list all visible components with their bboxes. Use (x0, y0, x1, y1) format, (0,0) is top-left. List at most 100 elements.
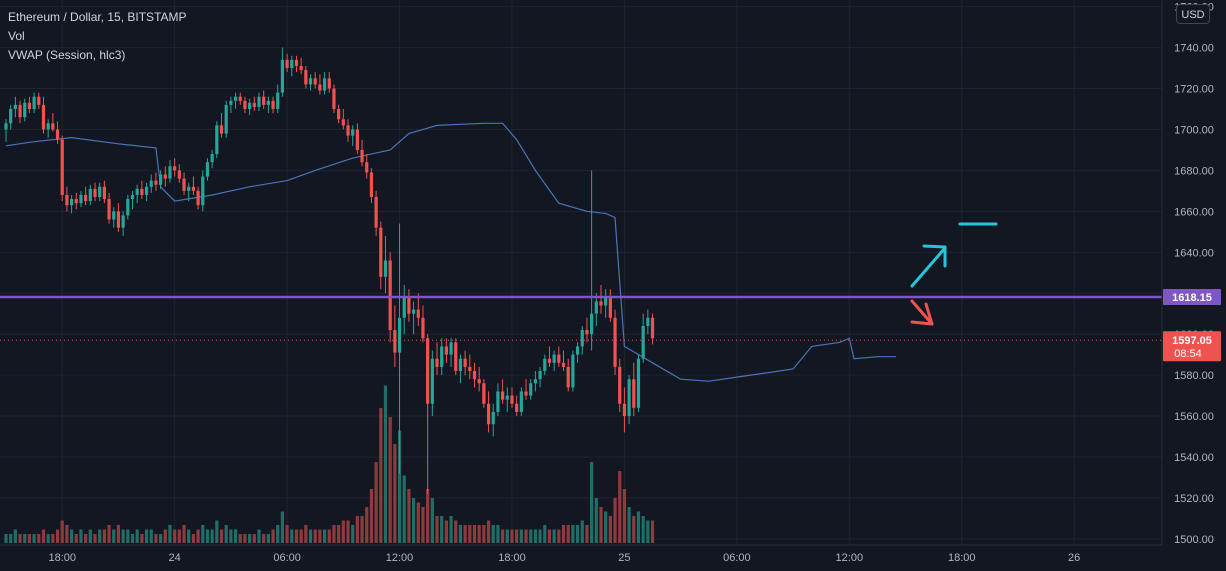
down-arrow-shaft (910, 299, 934, 326)
candle-body (144, 186, 149, 195)
volume-bar (430, 498, 434, 543)
candle-body (88, 188, 92, 202)
candle-body (13, 104, 17, 109)
candle-body (632, 379, 636, 408)
time-tick-label: 12:00 (386, 552, 414, 564)
volume-bar (458, 525, 463, 543)
candle-body (182, 178, 186, 191)
volume-bar (360, 516, 364, 543)
volume-bar (383, 385, 388, 543)
candle-body (252, 102, 256, 107)
candle-body (205, 162, 210, 177)
volume-bar (173, 529, 177, 543)
symbol-title[interactable]: Ethereum / Dollar, 15, BITSTAMP (8, 10, 187, 24)
volume-bar (60, 520, 64, 543)
candle-body (276, 92, 280, 109)
candle-body (299, 66, 303, 71)
volume-bar (27, 534, 32, 543)
volume-bar (149, 529, 153, 543)
time-tick-label: 25 (618, 552, 630, 564)
candle-body (618, 366, 622, 404)
candle-body (477, 379, 481, 384)
volume-bar (604, 511, 608, 543)
candle-body (571, 354, 575, 388)
candle-body (130, 194, 135, 200)
vwap-indicator-label[interactable]: VWAP (Session, hlc3) (8, 48, 126, 62)
vwap-line (5, 122, 897, 382)
candle-body (65, 194, 69, 206)
candle-body (407, 297, 411, 314)
candle-body (318, 84, 322, 91)
volume-bar (435, 516, 439, 543)
candle-body (285, 59, 289, 69)
candle-body (604, 297, 608, 306)
bar-countdown-label: 08:54 (1174, 348, 1202, 360)
candle-body (552, 354, 556, 363)
volume-bar (205, 529, 210, 543)
volume-bar (219, 529, 224, 543)
candle-body (149, 180, 153, 187)
volume-bar (379, 408, 383, 543)
volume-bar (4, 534, 8, 543)
candle-body (327, 78, 331, 89)
volume-bar (351, 525, 355, 543)
chart-legend: Ethereum / Dollar, 15, BITSTAMP Vol VWAP… (8, 8, 187, 65)
price-tick-label: 1560.00 (1174, 411, 1214, 423)
candle-body (219, 125, 224, 134)
volume-bar (646, 520, 650, 543)
candle-body (529, 383, 533, 396)
time-tick-label: 12:00 (836, 552, 864, 564)
volume-bar (552, 529, 556, 543)
candle-body (224, 104, 228, 134)
volume-bar (233, 529, 238, 543)
volume-bar (543, 525, 547, 543)
candle-body (322, 78, 327, 91)
candle-body (543, 358, 547, 372)
volume-bar (112, 529, 116, 543)
volume-bar (285, 525, 289, 543)
candle-body (121, 215, 125, 228)
candle-body (98, 186, 102, 198)
vol-indicator-label[interactable]: Vol (8, 29, 25, 43)
volume-bar (426, 489, 430, 543)
volume-bar (590, 462, 594, 543)
candle-body (116, 211, 121, 228)
volume-bar (501, 529, 505, 543)
candle-body (280, 59, 285, 93)
currency-button[interactable]: USD (1176, 4, 1210, 24)
volume-bar (299, 529, 303, 543)
time-tick-label: 18:00 (948, 552, 976, 564)
last-price-badge (1163, 331, 1221, 362)
candle-body (379, 227, 383, 277)
volume-bar (121, 529, 125, 543)
volume-bar (37, 534, 41, 543)
candle-body (93, 188, 97, 198)
volume-bar (257, 529, 261, 543)
volume-bar (201, 525, 205, 543)
volume-bar (84, 534, 88, 543)
volume-bar (599, 507, 603, 543)
volume-bar (318, 529, 322, 543)
candle-body (430, 358, 434, 404)
volume-bar (571, 525, 575, 543)
candle-body (290, 59, 294, 69)
volume-bar (444, 520, 448, 543)
volume-bar (276, 525, 280, 543)
candle-body (233, 96, 238, 101)
candle-body (650, 317, 655, 339)
volume-bar (107, 525, 111, 543)
volume-bar (632, 516, 636, 543)
volume-bar (454, 520, 458, 543)
volume-bar (294, 529, 299, 543)
volume-bar (608, 516, 612, 543)
candle-body (112, 211, 116, 220)
volume-bar (618, 471, 622, 543)
price-tick-label: 1720.00 (1174, 84, 1214, 96)
time-tick-label: 24 (169, 552, 181, 564)
time-tick-label: 06:00 (273, 552, 301, 564)
volume-bar (510, 529, 514, 543)
candle-body (580, 330, 584, 347)
candle-body (435, 358, 439, 367)
